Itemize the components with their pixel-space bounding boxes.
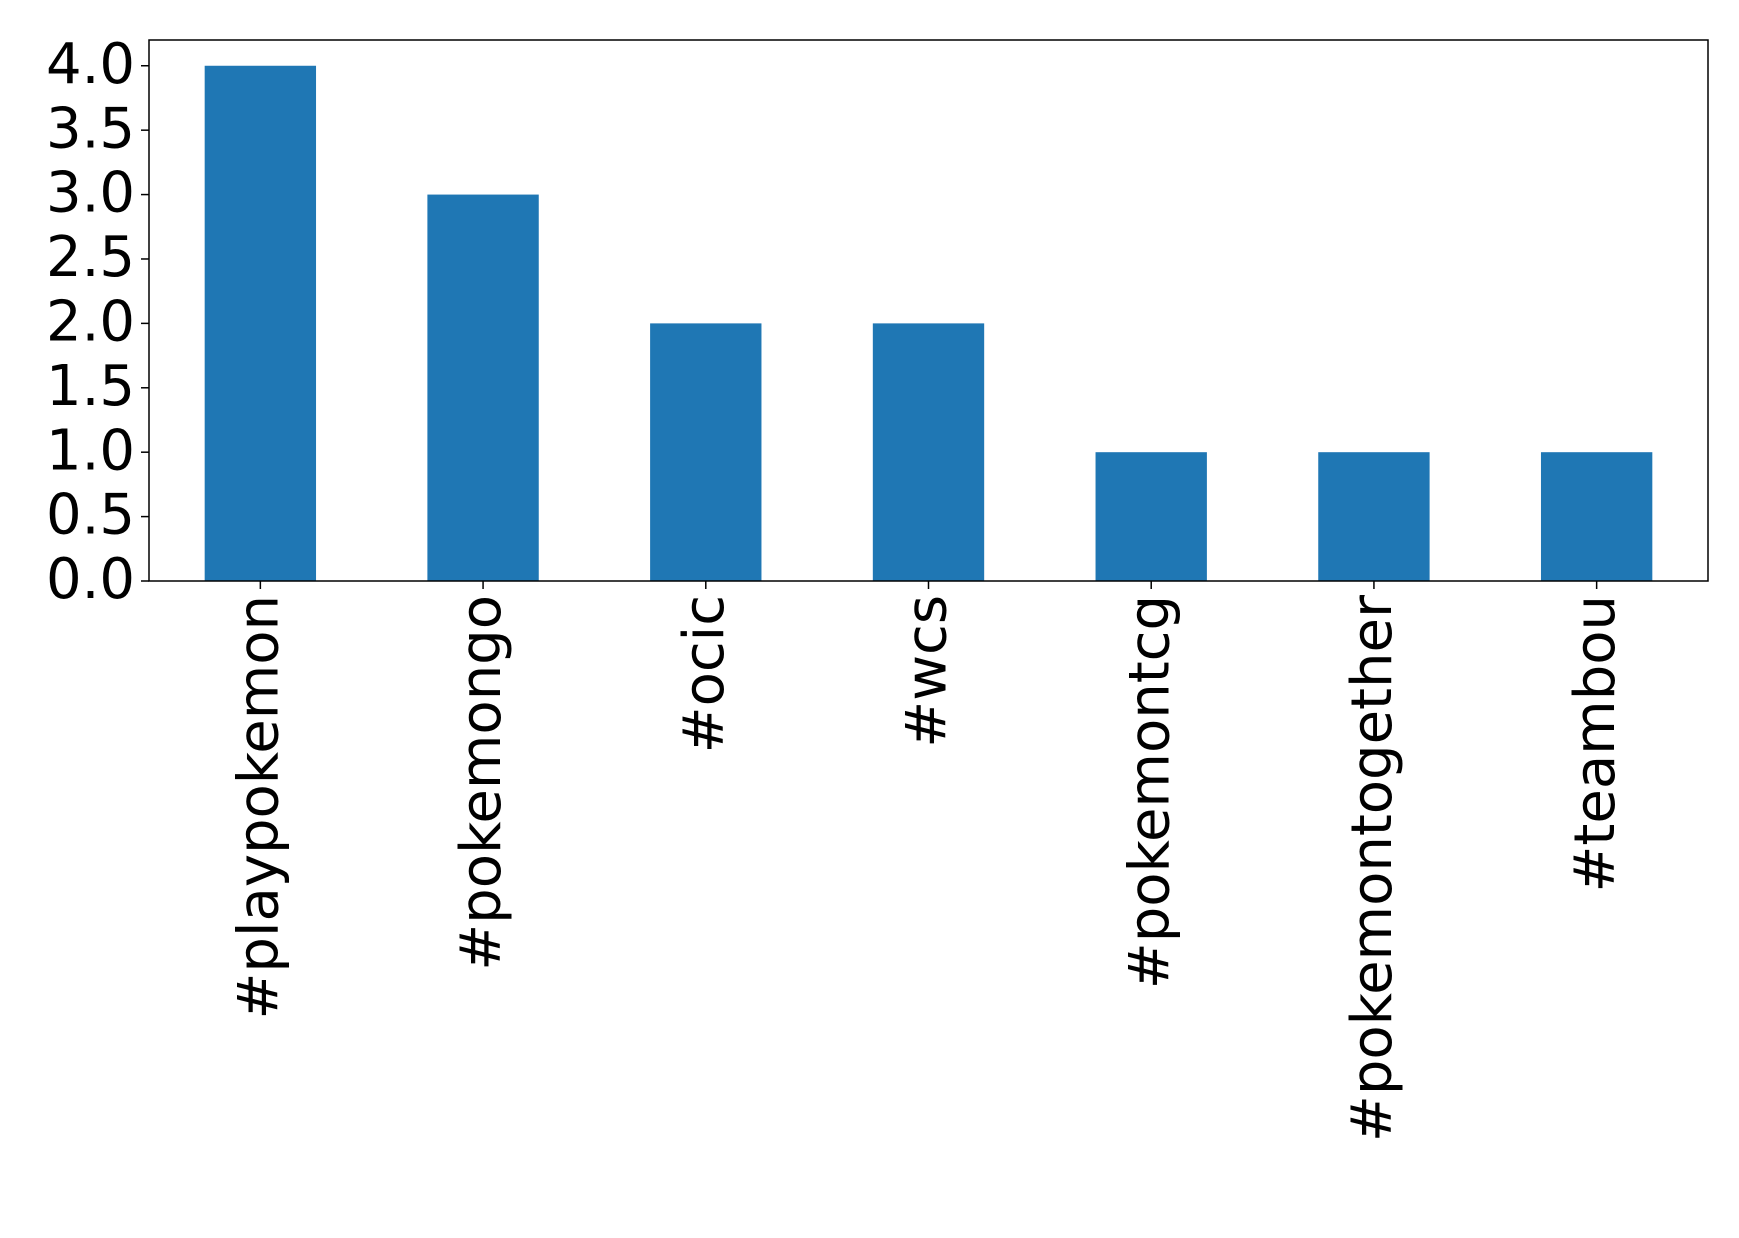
bar <box>1540 452 1653 581</box>
y-tick-label: 0.0 <box>46 547 135 612</box>
bar <box>1318 452 1430 581</box>
y-tick-label: 1.0 <box>46 418 135 483</box>
x-tick-label: #wcs <box>895 595 960 748</box>
y-tick-label: 2.5 <box>46 225 135 290</box>
bar <box>1095 452 1207 581</box>
y-tick-label: 3.0 <box>46 161 135 226</box>
x-tick-label: #ocic <box>672 595 737 753</box>
y-tick-label: 2.0 <box>46 290 135 355</box>
bar <box>650 323 762 581</box>
y-tick-label: 1.5 <box>46 354 135 419</box>
x-tick-label: #teambou <box>1563 595 1628 893</box>
y-tick-label: 4.0 <box>46 32 135 97</box>
bar <box>427 194 539 582</box>
x-tick-label: #pokemontogether <box>1340 594 1405 1142</box>
x-tick-label: #playpokemon <box>226 595 291 1019</box>
y-tick-label: 3.5 <box>46 96 135 161</box>
x-tick-label: #pokemontcg <box>1117 595 1182 989</box>
bar <box>204 65 317 581</box>
x-tick-label: #pokemongo <box>449 595 514 971</box>
y-tick-label: 0.5 <box>46 483 135 548</box>
bar <box>872 323 985 581</box>
axes-frame <box>148 39 1709 582</box>
